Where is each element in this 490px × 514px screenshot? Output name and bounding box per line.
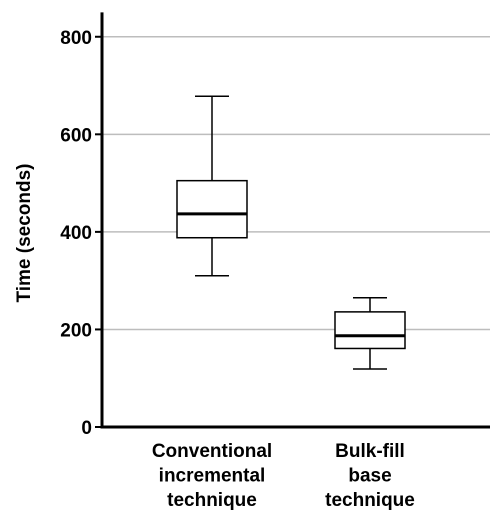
iqr-box [176,179,248,239]
y-tick-label: 200 [60,320,92,341]
box-2 [334,296,406,370]
y-tick-labels: 0 200 400 600 800 [60,28,102,439]
x-category-label: technique [167,490,257,511]
y-tick-label: 800 [60,28,92,49]
axes [100,12,490,429]
y-axis-title: Time (seconds) [14,163,35,302]
box-1 [176,95,248,277]
x-category-label: technique [325,490,415,511]
x-category-labels: Conventional incremental technique Bulk-fil… [152,441,415,511]
y-tick-label: 400 [60,223,92,244]
x-category-label: Bulk-fill [335,441,405,462]
x-category-label: Conventional [152,441,272,462]
gridlines [102,36,490,331]
x-category-label: base [348,466,391,487]
y-tick-label: 0 [81,418,92,439]
y-tick-label: 600 [60,125,92,146]
box-series [176,95,406,370]
x-category-label: incremental [159,466,266,487]
iqr-box [334,311,406,350]
